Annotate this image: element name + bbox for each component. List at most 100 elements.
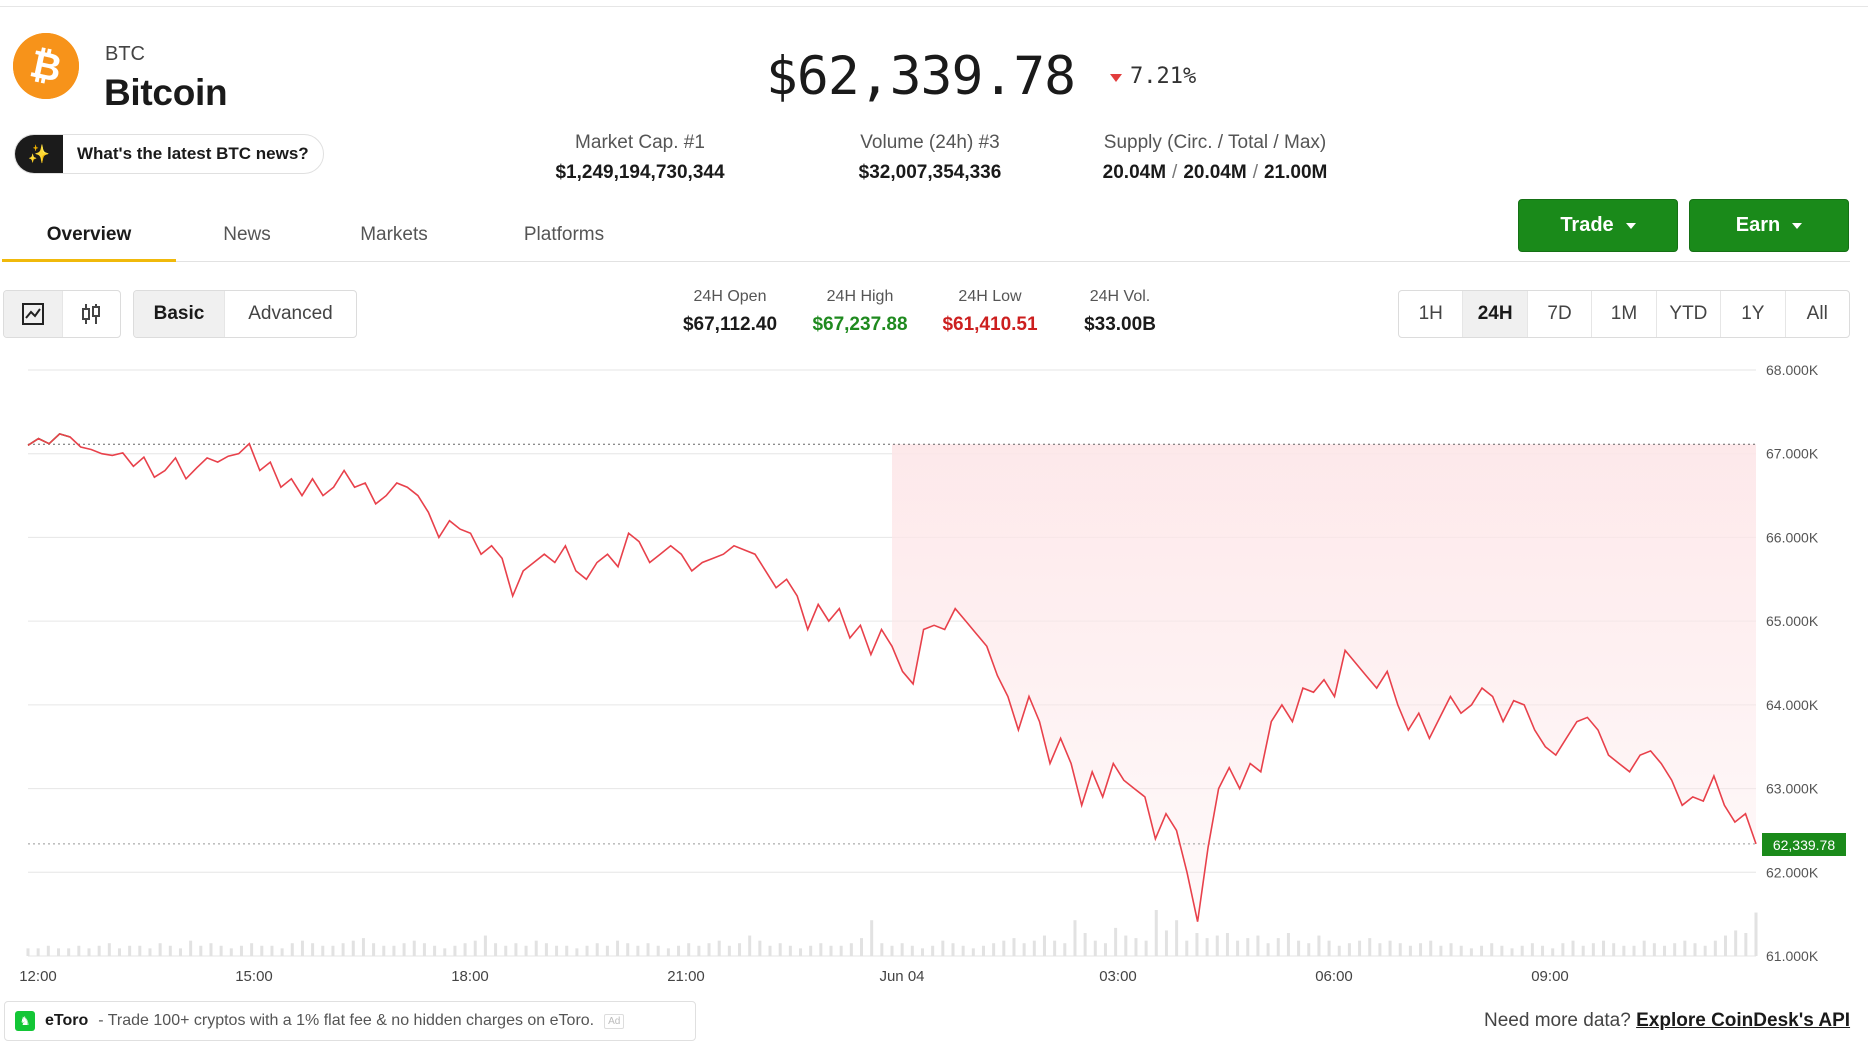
- volume-bar: [372, 943, 376, 956]
- volume-bar: [1032, 940, 1036, 956]
- volume-bar: [1022, 943, 1026, 956]
- stat-volume: Volume (24h) #3 $32,007,354,336: [820, 132, 1040, 184]
- candlestick-button[interactable]: [61, 291, 120, 337]
- ohlc-high: 24H High $67,237.88: [800, 288, 920, 336]
- volume-bar: [1591, 943, 1595, 956]
- x-tick-label: 03:00: [1099, 968, 1137, 985]
- x-tick-label: 18:00: [451, 968, 489, 985]
- tab-platforms[interactable]: Platforms: [523, 224, 605, 245]
- api-promo-text: Need more data?: [1484, 1010, 1631, 1031]
- volume-bar: [483, 935, 487, 956]
- tab-overview[interactable]: Overview: [46, 224, 132, 245]
- price-change-value: 7.21%: [1130, 64, 1197, 89]
- api-link[interactable]: Explore CoinDesk's API: [1636, 1010, 1851, 1031]
- volume-bar: [951, 943, 955, 956]
- range-1h[interactable]: 1H: [1418, 303, 1443, 324]
- volume-bar: [616, 940, 620, 956]
- top-divider: [0, 6, 1868, 7]
- sparkle-icon: ✨: [15, 135, 63, 173]
- ohlc-open: 24H Open $67,112.40: [670, 288, 790, 336]
- volume-bar: [910, 945, 914, 956]
- stat-label: Volume (24h) #3: [860, 132, 1000, 153]
- volume-bar: [1215, 935, 1219, 956]
- volume-bar: [971, 948, 975, 956]
- line-chart-icon: [21, 303, 44, 325]
- volume-bar: [56, 948, 60, 956]
- volume-bar: [1612, 943, 1616, 956]
- active-tab-indicator: [2, 259, 176, 262]
- price-chart[interactable]: 68.000K 67.000K 66.000K 65.000K 64.000K 63.00…: [0, 350, 1868, 990]
- y-tick-label: 67.000K: [1766, 446, 1819, 462]
- volume-bar: [1286, 933, 1290, 956]
- volume-bar: [565, 945, 569, 956]
- range-7d[interactable]: 7D: [1526, 291, 1591, 337]
- x-tick-label: 21:00: [667, 968, 705, 985]
- volume-bar: [555, 945, 559, 956]
- volume-bar: [46, 945, 50, 956]
- volume-bar: [1510, 948, 1514, 956]
- volume-bar: [1175, 920, 1179, 956]
- range-ytd[interactable]: YTD: [1655, 291, 1720, 337]
- volume-bar: [229, 948, 233, 956]
- volume-bar: [717, 940, 721, 956]
- supply-total: 20.04M: [1183, 162, 1247, 183]
- volume-bar: [707, 943, 711, 956]
- range-1m[interactable]: 1M: [1591, 291, 1655, 337]
- ai-news-label: What's the latest BTC news?: [77, 144, 309, 163]
- stat-market-cap: Market Cap. #1 $1,249,194,730,344: [530, 132, 750, 184]
- volume-bar: [1571, 940, 1575, 956]
- volume-bar: [1042, 935, 1046, 956]
- time-range-selector: 1H 24H 7D 1M YTD 1Y All: [1398, 290, 1850, 338]
- volume-bar: [300, 940, 304, 956]
- volume-bar: [290, 943, 294, 956]
- advanced-mode-button[interactable]: Advanced: [224, 291, 356, 337]
- volume-bar: [1256, 935, 1260, 956]
- volume-bar: [433, 945, 437, 956]
- y-tick-label: 64.000K: [1766, 697, 1819, 713]
- volume-bar: [1347, 943, 1351, 956]
- volume-bar: [1449, 943, 1453, 956]
- trade-button[interactable]: Trade: [1518, 199, 1678, 252]
- volume-bar: [1358, 940, 1362, 956]
- etoro-ad[interactable]: ♞ eToro - Trade 100+ cryptos with a 1% f…: [4, 1001, 696, 1041]
- coin-symbol: BTC: [105, 43, 145, 65]
- volume-bar: [209, 943, 213, 956]
- basic-mode-button[interactable]: Basic: [134, 291, 224, 337]
- tab-markets[interactable]: Markets: [360, 224, 428, 245]
- volume-bar: [534, 940, 538, 956]
- stat-supply: Supply (Circ. / Total / Max) 20.04M/20.0…: [1070, 132, 1360, 184]
- volume-bar: [1164, 930, 1168, 956]
- ohlc-label: 24H Open: [693, 288, 767, 305]
- volume-bar: [1429, 940, 1433, 956]
- range-24h[interactable]: 24H: [1462, 291, 1527, 337]
- coin-name: Bitcoin: [104, 72, 228, 113]
- volume-bar: [463, 943, 467, 956]
- price-area-fill: [892, 444, 1756, 922]
- volume-bar: [67, 948, 71, 956]
- supply-separator: /: [1252, 162, 1258, 183]
- volume-bar: [1469, 948, 1473, 956]
- volume-bar: [260, 945, 264, 956]
- tab-news[interactable]: News: [223, 224, 271, 245]
- x-tick-label: 12:00: [19, 968, 57, 985]
- volume-bar: [829, 945, 833, 956]
- volume-bar: [636, 945, 640, 956]
- volume-bar: [1734, 930, 1738, 956]
- earn-label: Earn: [1735, 214, 1781, 236]
- ohlc-label: 24H Low: [958, 288, 1022, 305]
- line-chart-button[interactable]: [4, 291, 62, 337]
- volume-bar: [1551, 948, 1555, 956]
- ad-message: - Trade 100+ cryptos with a 1% flat fee …: [98, 1012, 595, 1029]
- range-all[interactable]: All: [1784, 291, 1849, 337]
- range-1y[interactable]: 1Y: [1720, 291, 1784, 337]
- volume-bar: [799, 948, 803, 956]
- x-tick-label: 09:00: [1531, 968, 1569, 985]
- x-tick-label: Jun 04: [879, 968, 924, 985]
- ai-news-button[interactable]: ✨ What's the latest BTC news?: [14, 134, 324, 174]
- volume-bar: [697, 945, 701, 956]
- volume-bar: [1480, 945, 1484, 956]
- volume-bar: [178, 948, 182, 956]
- volume-bar: [1083, 933, 1087, 956]
- earn-button[interactable]: Earn: [1689, 199, 1849, 252]
- volume-bar: [738, 943, 742, 956]
